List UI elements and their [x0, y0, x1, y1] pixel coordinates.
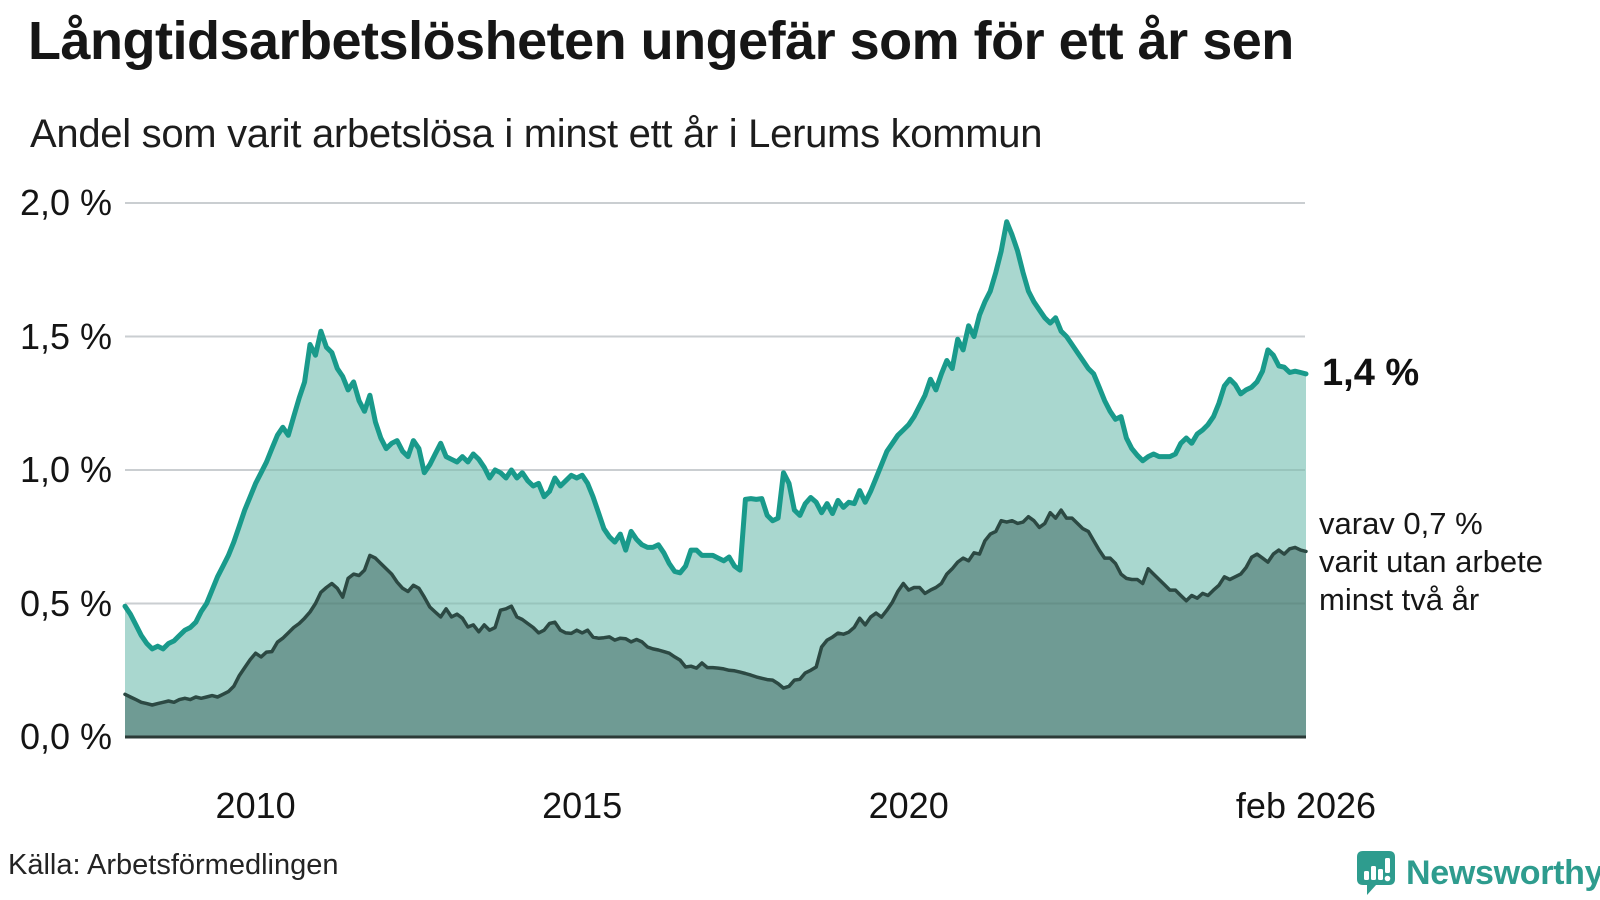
chart-subtitle: Andel som varit arbetslösa i minst ett å… [30, 112, 1043, 156]
x-axis-tick-label: 2010 [215, 785, 296, 826]
chart-title: Långtidsarbetslösheten ungefär som för e… [28, 11, 1294, 71]
annotation-latest-value: 1,4 % [1322, 352, 1420, 394]
source-note: Källa: Arbetsförmedlingen [8, 849, 339, 881]
line-two-years [123, 508, 1308, 707]
x-axis-tick-label: 2015 [542, 785, 623, 826]
x-axis-tick-label: feb 2026 [1235, 785, 1377, 826]
brand-name: Newsworthy [1406, 853, 1600, 892]
annotation-line: varav 0,7 % [1319, 506, 1483, 541]
area-two-years [125, 510, 1306, 737]
y-axis-tick-label: 0,5 % [19, 582, 112, 624]
annotation-two-year-detail: varav 0,7 % varit utan arbete minst två … [1319, 505, 1543, 619]
x-axis-tick-label: 2020 [868, 785, 949, 826]
annotation-line: minst två år [1319, 582, 1480, 617]
y-axis-tick-label: 1,5 % [19, 315, 112, 357]
y-axis-tick-label: 0,0 % [19, 716, 112, 757]
y-axis-tick-label: 1,0 % [19, 449, 112, 490]
newsworthy-icon [1357, 851, 1395, 895]
annotation-line: varit utan arbete [1319, 544, 1544, 579]
brand-logo: Newsworthy [1356, 850, 1600, 896]
line-one-year [122, 219, 1309, 652]
y-axis-tick-label: 2,0 % [19, 182, 112, 223]
